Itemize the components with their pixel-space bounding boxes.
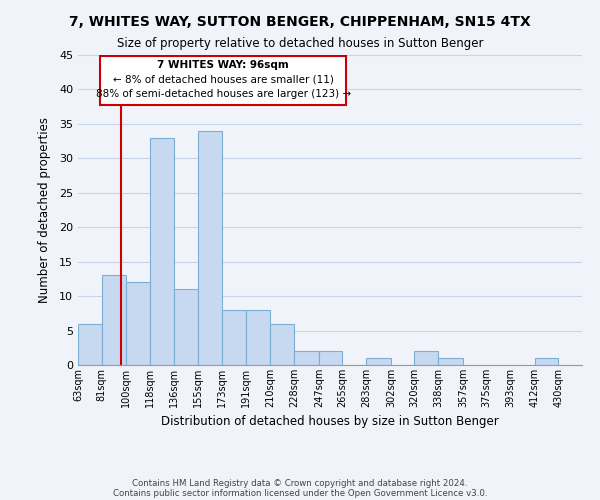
Bar bbox=[100, 56, 346, 104]
Bar bbox=[535, 358, 559, 365]
Text: 7 WHITES WAY: 96sqm: 7 WHITES WAY: 96sqm bbox=[157, 60, 289, 70]
Text: Size of property relative to detached houses in Sutton Benger: Size of property relative to detached ho… bbox=[117, 38, 483, 51]
Bar bbox=[150, 138, 173, 365]
Bar bbox=[438, 358, 463, 365]
X-axis label: Distribution of detached houses by size in Sutton Benger: Distribution of detached houses by size … bbox=[161, 416, 499, 428]
Bar bbox=[366, 358, 391, 365]
Text: 7, WHITES WAY, SUTTON BENGER, CHIPPENHAM, SN15 4TX: 7, WHITES WAY, SUTTON BENGER, CHIPPENHAM… bbox=[69, 15, 531, 29]
Text: Contains public sector information licensed under the Open Government Licence v3: Contains public sector information licen… bbox=[113, 488, 487, 498]
Y-axis label: Number of detached properties: Number of detached properties bbox=[38, 117, 50, 303]
Bar bbox=[294, 351, 319, 365]
Bar bbox=[101, 276, 127, 365]
Bar bbox=[127, 282, 150, 365]
Bar bbox=[222, 310, 245, 365]
Text: Contains HM Land Registry data © Crown copyright and database right 2024.: Contains HM Land Registry data © Crown c… bbox=[132, 478, 468, 488]
Bar bbox=[415, 351, 438, 365]
Text: ← 8% of detached houses are smaller (11): ← 8% of detached houses are smaller (11) bbox=[113, 74, 334, 85]
Bar bbox=[78, 324, 101, 365]
Text: 88% of semi-detached houses are larger (123) →: 88% of semi-detached houses are larger (… bbox=[96, 89, 351, 99]
Bar bbox=[319, 351, 343, 365]
Bar bbox=[271, 324, 294, 365]
Bar bbox=[245, 310, 271, 365]
Bar bbox=[173, 289, 199, 365]
Bar bbox=[199, 131, 222, 365]
